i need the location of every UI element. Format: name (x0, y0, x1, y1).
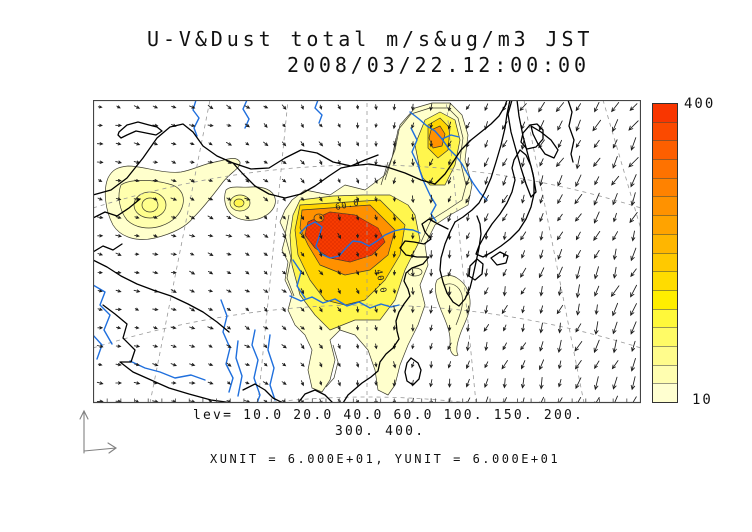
coast-sakhalin (507, 101, 537, 198)
x-axis-arrow (83, 442, 117, 454)
axes-indicator (79, 409, 117, 454)
coast-hokkaido (520, 123, 544, 150)
colorbar-segment (653, 252, 677, 272)
colorbar-segment (653, 140, 677, 160)
dust-tarim-core (133, 191, 167, 219)
coast-honshu (475, 149, 535, 258)
coast-okhotsk-hook (530, 125, 559, 159)
dust-sea-streak (435, 275, 471, 357)
river-ganges (129, 360, 206, 381)
coastlines (94, 101, 575, 402)
contour-levels-label: lev= 10.0 20.0 40.0 60.0 100. 150. 200. (193, 408, 585, 423)
colorbar-segment (653, 104, 677, 122)
coast-japansea (454, 101, 511, 223)
coast-korea (439, 215, 482, 307)
colorbar-segment (653, 383, 677, 402)
map-frame-ticks (93, 398, 641, 402)
dust-red-core-hatch (305, 212, 385, 262)
lake-balkhash (117, 121, 163, 139)
coast-north-border (94, 123, 436, 196)
colorbar-segment (653, 271, 677, 290)
colorbar-segment (653, 233, 677, 253)
colorbar-segment (653, 159, 677, 178)
colorbar-segment (653, 345, 677, 365)
colorbar-segment (653, 364, 677, 384)
river-yangtze (289, 295, 400, 309)
contour-label-60: 60.0 (335, 198, 361, 213)
map-plot: 60.0 40.0 (93, 100, 641, 404)
coast-indochina (242, 383, 283, 402)
colorbar-segment (653, 215, 677, 234)
coast-okhotsk (434, 101, 508, 185)
coast-mongolia (232, 154, 379, 199)
graticule (94, 101, 640, 402)
timestamp-title: 2008/03/22.12:00:00 (287, 53, 590, 77)
colorbar-segment (653, 177, 677, 197)
coast-kyushu (468, 258, 484, 281)
dust-orange-ne (428, 125, 446, 149)
colorbar-max-label: 400 (684, 96, 716, 112)
coast-kamchatka (567, 101, 575, 163)
dust-east-blob-core (233, 198, 245, 208)
coast-taiwan (404, 357, 422, 386)
dust-orange-spot (313, 213, 325, 223)
wind-vectors (96, 101, 639, 402)
dust-contours (104, 102, 473, 396)
colorbar-segment (653, 327, 677, 346)
contour-label-40: 40.0 (373, 269, 388, 295)
dust-tarim-core-ring (141, 197, 159, 213)
border-himalaya (94, 259, 230, 333)
colorbar-min-label: 10 (692, 392, 713, 408)
colorbar-segment (653, 289, 677, 309)
units-label: XUNIT = 6.000E+01, YUNIT = 6.000E+01 (210, 452, 561, 466)
coast-shikoku (490, 251, 509, 266)
colorbar-segment (653, 308, 677, 328)
page-title: U-V&Dust total m/s&ug/m3 JST (147, 27, 594, 51)
river-amur (409, 111, 488, 201)
contour-value-labels: 60.0 40.0 (335, 198, 388, 295)
colorbar-segment (653, 196, 677, 216)
colorbar-segment (653, 121, 677, 141)
rivers (94, 101, 488, 402)
coast-china (342, 218, 449, 402)
contour-levels-label-2: 300. 400. (335, 424, 426, 439)
coast-india (102, 304, 231, 402)
river-yellow (299, 221, 421, 259)
y-axis-arrow (79, 409, 89, 454)
colorbar (652, 103, 678, 403)
map-frame (93, 100, 641, 404)
